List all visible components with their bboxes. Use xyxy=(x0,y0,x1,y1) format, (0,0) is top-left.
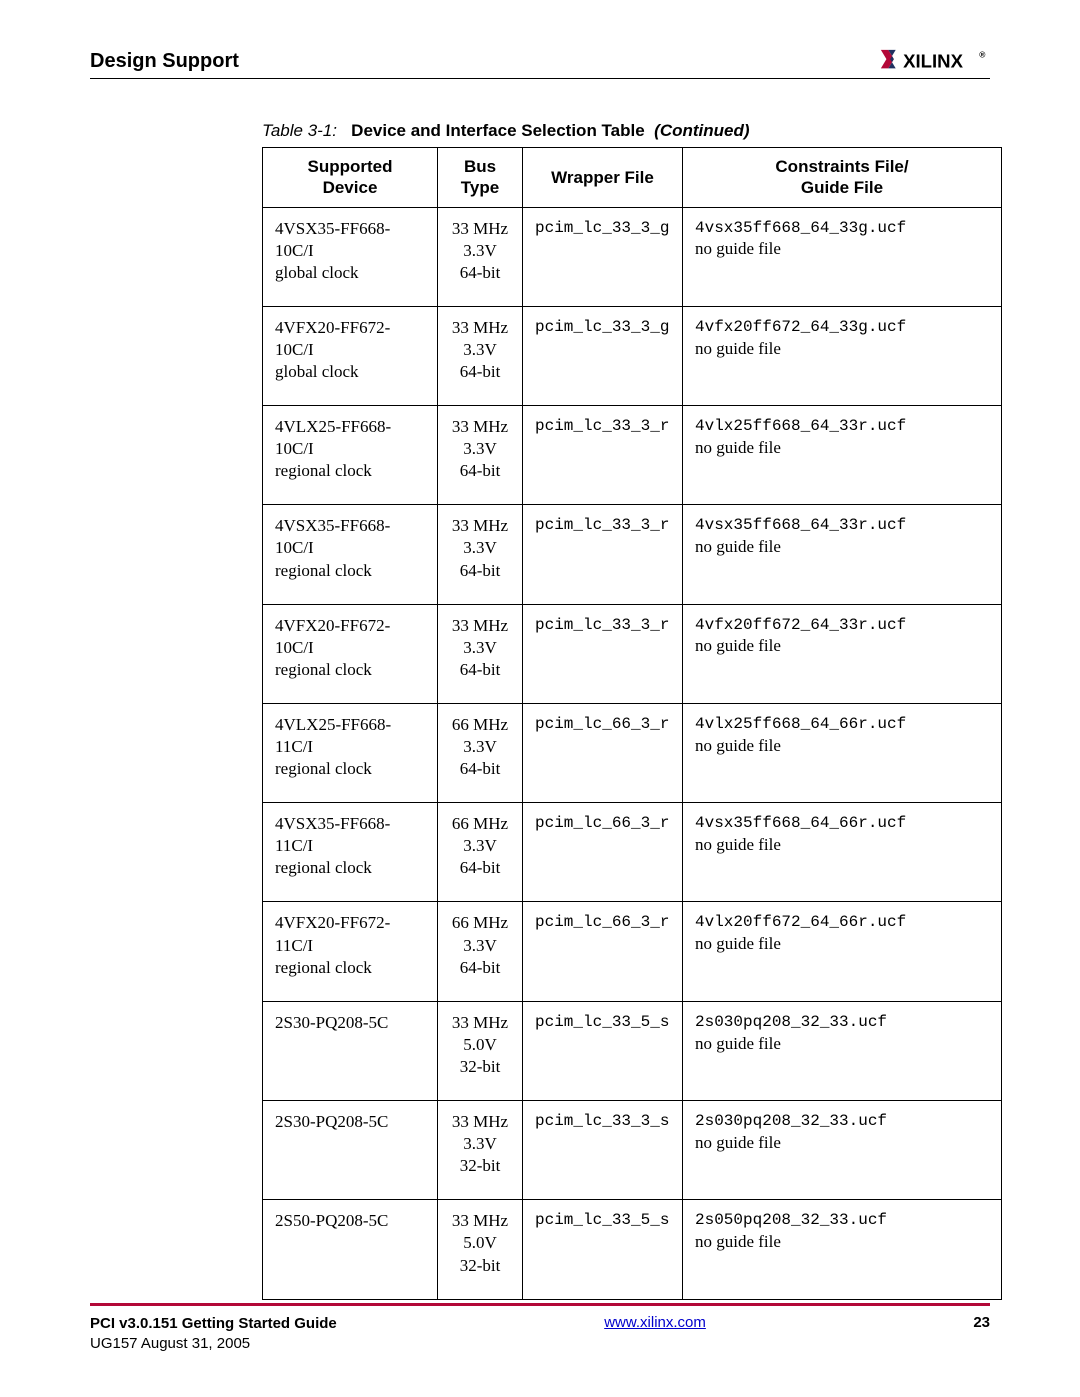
header-rule xyxy=(90,78,990,79)
footer-rule xyxy=(90,1303,990,1306)
table-caption: Table 3-1: Device and Interface Selectio… xyxy=(262,121,990,141)
cell-constraints-file: 4vlx25ff668_64_33r.ucfno guide file xyxy=(683,406,1002,505)
footer-doc-id: UG157 August 31, 2005 xyxy=(90,1334,337,1354)
xilinx-logo-icon: XILINX ® xyxy=(879,48,990,74)
table-row: 4VSX35-FF668-11C/Iregional clock66 MHz3.… xyxy=(263,803,1002,902)
cell-bus-type: 66 MHz3.3V64-bit xyxy=(438,703,523,802)
col-bus-type: BusType xyxy=(438,148,523,208)
cell-device: 4VLX25-FF668-10C/Iregional clock xyxy=(263,406,438,505)
table-row: 2S50-PQ208-5C33 MHz5.0V32-bitpcim_lc_33_… xyxy=(263,1200,1002,1299)
cell-bus-type: 33 MHz5.0V32-bit xyxy=(438,1001,523,1100)
cell-bus-type: 33 MHz3.3V64-bit xyxy=(438,505,523,604)
page-footer: PCI v3.0.151 Getting Started Guide UG157… xyxy=(90,1303,990,1353)
cell-device: 4VSX35-FF668-10C/Iglobal clock xyxy=(263,207,438,306)
cell-device: 4VLX25-FF668-11C/Iregional clock xyxy=(263,703,438,802)
table-row: 2S30-PQ208-5C33 MHz3.3V32-bitpcim_lc_33_… xyxy=(263,1101,1002,1200)
footer-doc-title: PCI v3.0.151 Getting Started Guide xyxy=(90,1314,337,1334)
cell-constraints-file: 2s030pq208_32_33.ucfno guide file xyxy=(683,1101,1002,1200)
svg-text:XILINX: XILINX xyxy=(903,50,963,71)
cell-bus-type: 66 MHz3.3V64-bit xyxy=(438,803,523,902)
cell-device: 4VSX35-FF668-11C/Iregional clock xyxy=(263,803,438,902)
col-supported-device: SupportedDevice xyxy=(263,148,438,208)
device-selection-table: SupportedDevice BusType Wrapper File Con… xyxy=(262,147,1002,1300)
table-row: 2S30-PQ208-5C33 MHz5.0V32-bitpcim_lc_33_… xyxy=(263,1001,1002,1100)
cell-bus-type: 33 MHz3.3V64-bit xyxy=(438,207,523,306)
cell-constraints-file: 4vfx20ff672_64_33r.ucfno guide file xyxy=(683,604,1002,703)
cell-constraints-file: 4vfx20ff672_64_33g.ucfno guide file xyxy=(683,306,1002,405)
cell-constraints-file: 4vsx35ff668_64_33r.ucfno guide file xyxy=(683,505,1002,604)
cell-bus-type: 33 MHz3.3V64-bit xyxy=(438,604,523,703)
cell-device: 2S50-PQ208-5C xyxy=(263,1200,438,1299)
table-row: 4VFX20-FF672-10C/Iregional clock33 MHz3.… xyxy=(263,604,1002,703)
svg-text:®: ® xyxy=(979,49,986,59)
cell-wrapper-file: pcim_lc_66_3_r xyxy=(523,703,683,802)
cell-wrapper-file: pcim_lc_33_5_s xyxy=(523,1001,683,1100)
cell-bus-type: 33 MHz3.3V64-bit xyxy=(438,306,523,405)
cell-device: 4VFX20-FF672-10C/Iglobal clock xyxy=(263,306,438,405)
table-row: 4VLX25-FF668-10C/Iregional clock33 MHz3.… xyxy=(263,406,1002,505)
cell-device: 4VSX35-FF668-10C/Iregional clock xyxy=(263,505,438,604)
cell-constraints-file: 4vlx25ff668_64_66r.ucfno guide file xyxy=(683,703,1002,802)
col-constraints-file: Constraints File/Guide File xyxy=(683,148,1002,208)
cell-bus-type: 66 MHz3.3V64-bit xyxy=(438,902,523,1001)
table-row: 4VSX35-FF668-10C/Iregional clock33 MHz3.… xyxy=(263,505,1002,604)
page-header: Design Support XILINX ® xyxy=(90,48,990,74)
cell-device: 2S30-PQ208-5C xyxy=(263,1001,438,1100)
table-row: 4VLX25-FF668-11C/Iregional clock66 MHz3.… xyxy=(263,703,1002,802)
cell-device: 2S30-PQ208-5C xyxy=(263,1101,438,1200)
cell-device: 4VFX20-FF672-11C/Iregional clock xyxy=(263,902,438,1001)
cell-wrapper-file: pcim_lc_33_3_g xyxy=(523,306,683,405)
cell-constraints-file: 2s030pq208_32_33.ucfno guide file xyxy=(683,1001,1002,1100)
table-row: 4VSX35-FF668-10C/Iglobal clock33 MHz3.3V… xyxy=(263,207,1002,306)
cell-wrapper-file: pcim_lc_33_3_s xyxy=(523,1101,683,1200)
footer-doc-info: PCI v3.0.151 Getting Started Guide UG157… xyxy=(90,1314,337,1353)
cell-constraints-file: 4vsx35ff668_64_33g.ucfno guide file xyxy=(683,207,1002,306)
section-title: Design Support xyxy=(90,50,239,73)
cell-wrapper-file: pcim_lc_33_3_r xyxy=(523,604,683,703)
cell-constraints-file: 2s050pq208_32_33.ucfno guide file xyxy=(683,1200,1002,1299)
cell-constraints-file: 4vlx20ff672_64_66r.ucfno guide file xyxy=(683,902,1002,1001)
footer-page-number: 23 xyxy=(973,1314,990,1331)
cell-wrapper-file: pcim_lc_33_3_g xyxy=(523,207,683,306)
cell-constraints-file: 4vsx35ff668_64_66r.ucfno guide file xyxy=(683,803,1002,902)
cell-wrapper-file: pcim_lc_33_3_r xyxy=(523,505,683,604)
table-label: Table 3-1: xyxy=(262,121,337,140)
table-header-row: SupportedDevice BusType Wrapper File Con… xyxy=(263,148,1002,208)
cell-wrapper-file: pcim_lc_33_5_s xyxy=(523,1200,683,1299)
footer-url[interactable]: www.xilinx.com xyxy=(604,1314,706,1331)
cell-bus-type: 33 MHz3.3V32-bit xyxy=(438,1101,523,1200)
cell-wrapper-file: pcim_lc_66_3_r xyxy=(523,902,683,1001)
table-row: 4VFX20-FF672-11C/Iregional clock66 MHz3.… xyxy=(263,902,1002,1001)
table-continued: (Continued) xyxy=(654,121,749,140)
col-wrapper-file: Wrapper File xyxy=(523,148,683,208)
cell-wrapper-file: pcim_lc_33_3_r xyxy=(523,406,683,505)
xilinx-logo: XILINX ® xyxy=(879,48,990,74)
table-row: 4VFX20-FF672-10C/Iglobal clock33 MHz3.3V… xyxy=(263,306,1002,405)
cell-bus-type: 33 MHz3.3V64-bit xyxy=(438,406,523,505)
cell-wrapper-file: pcim_lc_66_3_r xyxy=(523,803,683,902)
cell-bus-type: 33 MHz5.0V32-bit xyxy=(438,1200,523,1299)
cell-device: 4VFX20-FF672-10C/Iregional clock xyxy=(263,604,438,703)
table-title: Device and Interface Selection Table xyxy=(351,121,645,140)
